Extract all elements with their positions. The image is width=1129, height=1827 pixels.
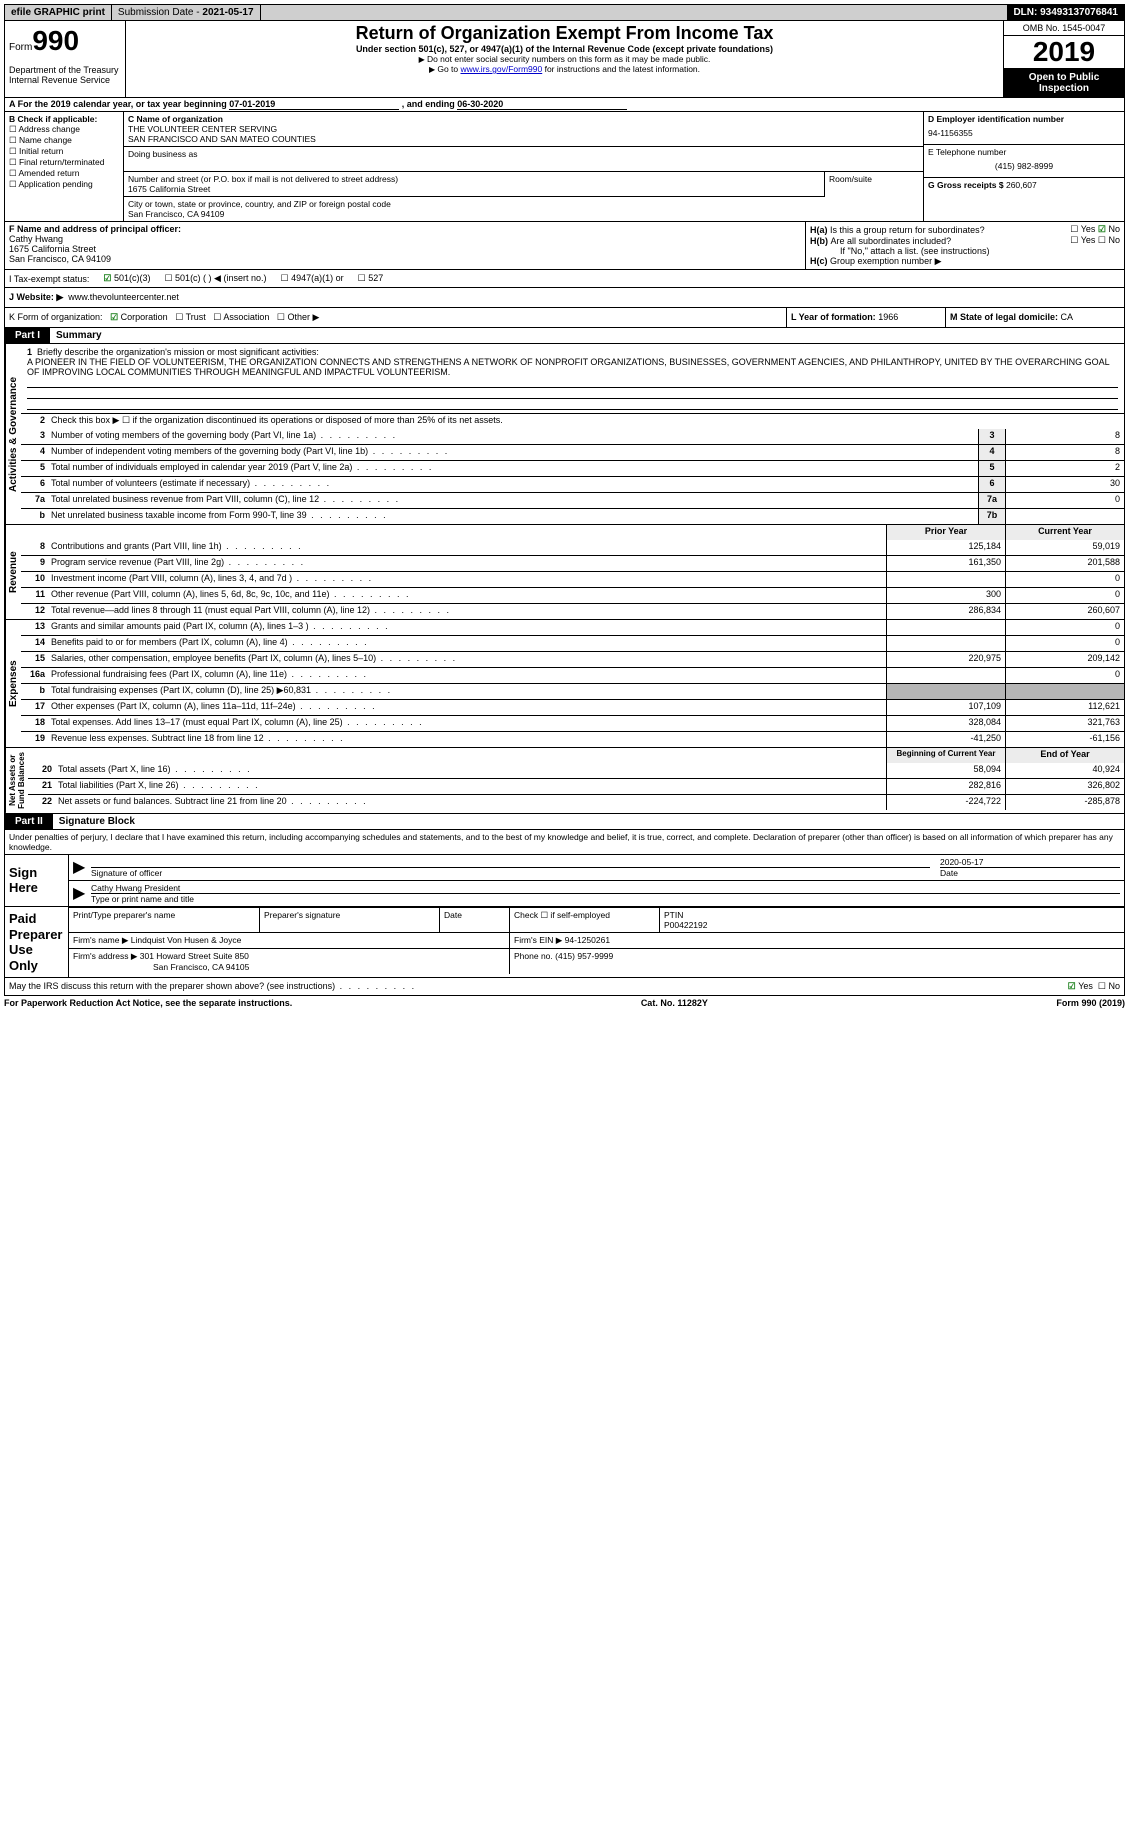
table-row: 13Grants and similar amounts paid (Part … bbox=[21, 620, 1124, 635]
signature-arrow-icon: ▶ bbox=[73, 857, 91, 878]
discuss-yes[interactable]: Yes bbox=[1068, 981, 1093, 992]
instructions-link-line: Go to www.irs.gov/Form990 for instructio… bbox=[126, 64, 1003, 74]
vlabel-ag: Activities & Governance bbox=[5, 344, 21, 524]
right-info: D Employer identification number 94-1156… bbox=[923, 112, 1124, 221]
page-footer: For Paperwork Reduction Act Notice, see … bbox=[4, 996, 1125, 1010]
revenue-block: Revenue Prior Year Current Year 8Contrib… bbox=[4, 525, 1125, 620]
website-line: J Website: ▶ www.thevolunteercenter.net bbox=[4, 288, 1125, 308]
table-row: bTotal fundraising expenses (Part IX, co… bbox=[21, 683, 1124, 699]
table-row: bNet unrelated business taxable income f… bbox=[21, 508, 1124, 524]
org-assoc[interactable]: Association bbox=[213, 312, 269, 322]
department: Department of the Treasury Internal Reve… bbox=[5, 61, 125, 89]
table-row: 18Total expenses. Add lines 13–17 (must … bbox=[21, 715, 1124, 731]
ssn-warning: Do not enter social security numbers on … bbox=[126, 54, 1003, 64]
sign-here-label: Sign Here bbox=[5, 855, 68, 906]
status-527[interactable]: 527 bbox=[358, 273, 384, 284]
line-a: A For the 2019 calendar year, or tax yea… bbox=[4, 98, 1125, 112]
table-row: 10Investment income (Part VIII, column (… bbox=[21, 571, 1124, 587]
tax-year: 2019 bbox=[1004, 36, 1124, 69]
table-row: 20Total assets (Part X, line 16)58,09440… bbox=[28, 763, 1124, 778]
table-row: 6Total number of volunteers (estimate if… bbox=[21, 476, 1124, 492]
table-row: 4Number of independent voting members of… bbox=[21, 444, 1124, 460]
officer-group-block: F Name and address of principal officer:… bbox=[4, 222, 1125, 270]
form-header: Form990 Department of the Treasury Inter… bbox=[4, 21, 1125, 98]
table-row: 17Other expenses (Part IX, column (A), l… bbox=[21, 699, 1124, 715]
website-url: www.thevolunteercenter.net bbox=[68, 292, 179, 302]
status-4947[interactable]: 4947(a)(1) or bbox=[281, 273, 344, 284]
table-row: 7aTotal unrelated business revenue from … bbox=[21, 492, 1124, 508]
part2-header: Part II Signature Block bbox=[4, 814, 1125, 830]
form-org-line: K Form of organization: Corporation Trus… bbox=[4, 308, 1125, 328]
table-row: 14Benefits paid to or for members (Part … bbox=[21, 635, 1124, 651]
vlabel-na: Net Assets or Fund Balances bbox=[5, 748, 28, 813]
submission-date-cell: Submission Date - 2021-05-17 bbox=[112, 5, 261, 20]
org-other[interactable]: Other ▶ bbox=[277, 312, 320, 322]
col-header-row: Prior Year Current Year bbox=[21, 525, 1124, 540]
part1-body: Activities & Governance 1 Briefly descri… bbox=[4, 344, 1125, 525]
table-row: 3Number of voting members of the governi… bbox=[21, 429, 1124, 444]
box-f: F Name and address of principal officer:… bbox=[5, 222, 806, 269]
telephone: (415) 982-8999 bbox=[928, 157, 1120, 175]
ein: 94-1156355 bbox=[928, 124, 1120, 142]
self-employed-check[interactable]: Check ☐ if self-employed bbox=[509, 907, 659, 932]
table-row: 21Total liabilities (Part X, line 26)282… bbox=[28, 778, 1124, 794]
tax-exempt-status: I Tax-exempt status: 501(c)(3) 501(c) ( … bbox=[4, 270, 1125, 288]
gross-receipts: 260,607 bbox=[1006, 180, 1037, 190]
netassets-block: Net Assets or Fund Balances Beginning of… bbox=[4, 748, 1125, 814]
form-subtitle: Under section 501(c), 527, or 4947(a)(1)… bbox=[126, 44, 1003, 54]
irs-link[interactable]: www.irs.gov/Form990 bbox=[461, 64, 543, 74]
hb-no[interactable]: No bbox=[1098, 235, 1120, 246]
name-arrow-icon: ▶ bbox=[73, 883, 91, 904]
perjury-statement: Under penalties of perjury, I declare th… bbox=[4, 830, 1125, 855]
dln-cell: DLN: 93493137076841 bbox=[1007, 5, 1124, 20]
efile-print[interactable]: efile GRAPHIC print bbox=[5, 5, 112, 20]
check-amended[interactable]: Amended return bbox=[9, 168, 119, 179]
paid-preparer-label: Paid Preparer Use Only bbox=[5, 907, 68, 977]
table-row: 22Net assets or fund balances. Subtract … bbox=[28, 794, 1124, 810]
check-initial-return[interactable]: Initial return bbox=[9, 146, 119, 157]
check-final-return[interactable]: Final return/terminated bbox=[9, 157, 119, 168]
table-row: 12Total revenue—add lines 8 through 11 (… bbox=[21, 603, 1124, 619]
omb-number: OMB No. 1545-0047 bbox=[1004, 21, 1124, 36]
top-bar: efile GRAPHIC print Submission Date - 20… bbox=[4, 4, 1125, 21]
check-address-change[interactable]: Address change bbox=[9, 124, 119, 135]
discuss-no[interactable]: No bbox=[1098, 981, 1120, 992]
table-row: 15Salaries, other compensation, employee… bbox=[21, 651, 1124, 667]
table-row: 8Contributions and grants (Part VIII, li… bbox=[21, 540, 1124, 555]
box-h: H(a) Is this a group return for subordin… bbox=[806, 222, 1124, 269]
open-public-inspection: Open to Public Inspection bbox=[1004, 69, 1124, 97]
org-corp[interactable]: Corporation bbox=[110, 312, 168, 322]
table-row: 11Other revenue (Part VIII, column (A), … bbox=[21, 587, 1124, 603]
check-name-change[interactable]: Name change bbox=[9, 135, 119, 146]
vlabel-rev: Revenue bbox=[5, 525, 21, 619]
org-trust[interactable]: Trust bbox=[175, 312, 206, 322]
check-app-pending[interactable]: Application pending bbox=[9, 179, 119, 190]
status-501c3[interactable]: 501(c)(3) bbox=[103, 273, 150, 284]
table-row: 16aProfessional fundraising fees (Part I… bbox=[21, 667, 1124, 683]
signature-block: Sign Here ▶ Signature of officer 2020-05… bbox=[4, 855, 1125, 978]
status-501c[interactable]: 501(c) ( ) ◀ (insert no.) bbox=[164, 273, 266, 284]
expenses-block: Expenses 13Grants and similar amounts pa… bbox=[4, 620, 1125, 748]
box-c: C Name of organization THE VOLUNTEER CEN… bbox=[124, 112, 923, 221]
form-title: Return of Organization Exempt From Incom… bbox=[126, 21, 1003, 44]
box-b: B Check if applicable: Address change Na… bbox=[5, 112, 124, 221]
part1-header: Part I Summary bbox=[4, 328, 1125, 344]
mission-text: A PIONEER IN THE FIELD OF VOLUNTEERISM, … bbox=[27, 357, 1118, 377]
discuss-line: May the IRS discuss this return with the… bbox=[4, 978, 1125, 996]
org-info-block: B Check if applicable: Address change Na… bbox=[4, 112, 1125, 222]
hb-yes[interactable]: Yes bbox=[1070, 235, 1095, 246]
vlabel-exp: Expenses bbox=[5, 620, 21, 747]
table-row: 19Revenue less expenses. Subtract line 1… bbox=[21, 731, 1124, 747]
form-number: Form990 bbox=[5, 21, 125, 61]
ha-yes[interactable]: Yes bbox=[1070, 224, 1095, 235]
table-row: 9Program service revenue (Part VIII, lin… bbox=[21, 555, 1124, 571]
ha-no[interactable]: No bbox=[1098, 224, 1120, 235]
table-row: 5Total number of individuals employed in… bbox=[21, 460, 1124, 476]
